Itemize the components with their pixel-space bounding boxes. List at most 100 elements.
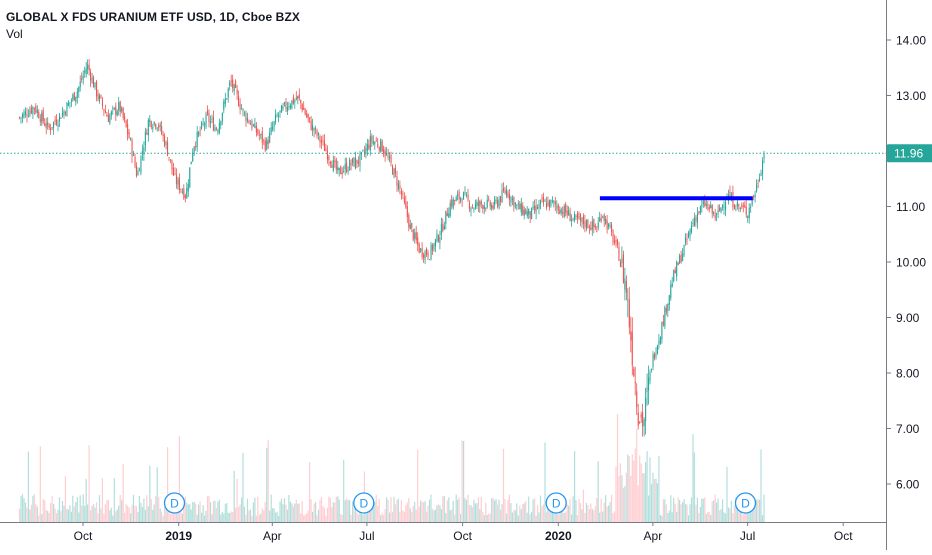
candle-body: [710, 205, 712, 208]
volume-bar: [303, 515, 305, 522]
volume-bar: [716, 502, 718, 522]
volume-bar: [485, 502, 487, 522]
volume-bar: [667, 513, 669, 522]
candle: [30, 104, 32, 115]
candle-body: [208, 113, 210, 122]
volume-bar: [227, 512, 229, 522]
dividend-marker[interactable]: D: [734, 492, 757, 514]
candle: [649, 369, 651, 385]
candle-body: [591, 221, 593, 230]
candle: [140, 155, 142, 176]
candle-body: [56, 120, 58, 125]
dividend-marker[interactable]: D: [163, 492, 186, 514]
volume-bar: [656, 483, 658, 522]
volume-bar: [661, 515, 663, 522]
candle: [79, 75, 81, 92]
candle-body: [215, 128, 217, 130]
volume-bar: [175, 505, 177, 522]
candle-body: [652, 354, 654, 368]
volume-bar: [464, 498, 466, 522]
volume-bar: [36, 506, 38, 522]
volume-bar: [307, 510, 309, 522]
candle-body: [719, 207, 721, 211]
candle-body: [47, 122, 49, 126]
price-tick-label: 9.00: [896, 311, 920, 325]
candle-body: [202, 123, 204, 124]
candle-body: [420, 248, 422, 251]
volume-label[interactable]: Vol: [6, 27, 23, 41]
volume-bar: [218, 499, 220, 522]
volume-bar: [119, 495, 121, 522]
volume-bar: [147, 506, 149, 522]
volume-bar: [30, 504, 32, 522]
candle-body: [655, 353, 657, 357]
candle: [645, 387, 647, 435]
volume-bar: [369, 510, 371, 522]
candle-body: [455, 197, 457, 202]
candle: [711, 204, 713, 219]
volume-bar: [696, 497, 698, 522]
volume-bar: [397, 498, 399, 522]
volume-bar: [596, 498, 598, 522]
volume-bar: [597, 461, 599, 522]
candle-body: [547, 201, 549, 206]
candle: [714, 208, 716, 221]
candle: [457, 190, 459, 201]
candle-body: [29, 110, 31, 116]
candle-body: [747, 215, 749, 218]
volume-bar: [405, 505, 407, 522]
candle: [588, 224, 590, 235]
candle: [167, 137, 169, 157]
candle-body: [563, 206, 565, 217]
candle: [565, 201, 567, 217]
candle-body: [279, 110, 281, 113]
candle: [323, 134, 325, 152]
candle: [227, 87, 229, 103]
candle-body: [267, 140, 269, 145]
volume-bar: [282, 504, 284, 522]
volume-bar: [639, 455, 641, 522]
candle: [313, 127, 315, 138]
volume-bar: [211, 514, 213, 522]
candle: [597, 216, 599, 231]
volume-bar: [190, 509, 192, 522]
volume-bar: [449, 510, 451, 522]
candle: [451, 195, 453, 210]
volume-bar: [220, 514, 222, 522]
volume-bar: [82, 494, 84, 522]
candle-body: [79, 81, 81, 88]
candle: [643, 417, 645, 437]
volume-bar: [165, 502, 167, 522]
volume-bar: [761, 515, 764, 522]
candle-body: [318, 133, 320, 135]
volume-bar: [602, 511, 604, 522]
candle: [192, 148, 194, 162]
volume-bar: [124, 512, 126, 522]
volume-bar: [504, 499, 506, 522]
candle: [579, 213, 581, 227]
candle: [119, 100, 121, 117]
symbol-title[interactable]: GLOBAL X FDS URANIUM ETF USD, 1D, Cboe B…: [6, 10, 300, 24]
candle: [699, 205, 701, 215]
candle: [357, 156, 359, 167]
dividend-marker[interactable]: D: [353, 492, 375, 514]
candle-body: [341, 172, 343, 174]
volume-bar: [606, 506, 608, 522]
volume-bar: [196, 514, 198, 522]
candle-body: [614, 240, 616, 243]
volume-bar: [727, 507, 730, 522]
volume-bar: [325, 515, 327, 522]
dividend-marker[interactable]: D: [545, 492, 567, 514]
volume-bar: [729, 508, 731, 522]
volume-bar: [354, 500, 357, 522]
candle-body: [229, 82, 231, 86]
volume-bar: [534, 498, 536, 522]
candle-body: [434, 239, 436, 247]
volume-bar: [386, 497, 388, 522]
volume-bar: [576, 515, 579, 522]
volume-bar: [733, 505, 735, 522]
candle-body: [572, 217, 574, 219]
